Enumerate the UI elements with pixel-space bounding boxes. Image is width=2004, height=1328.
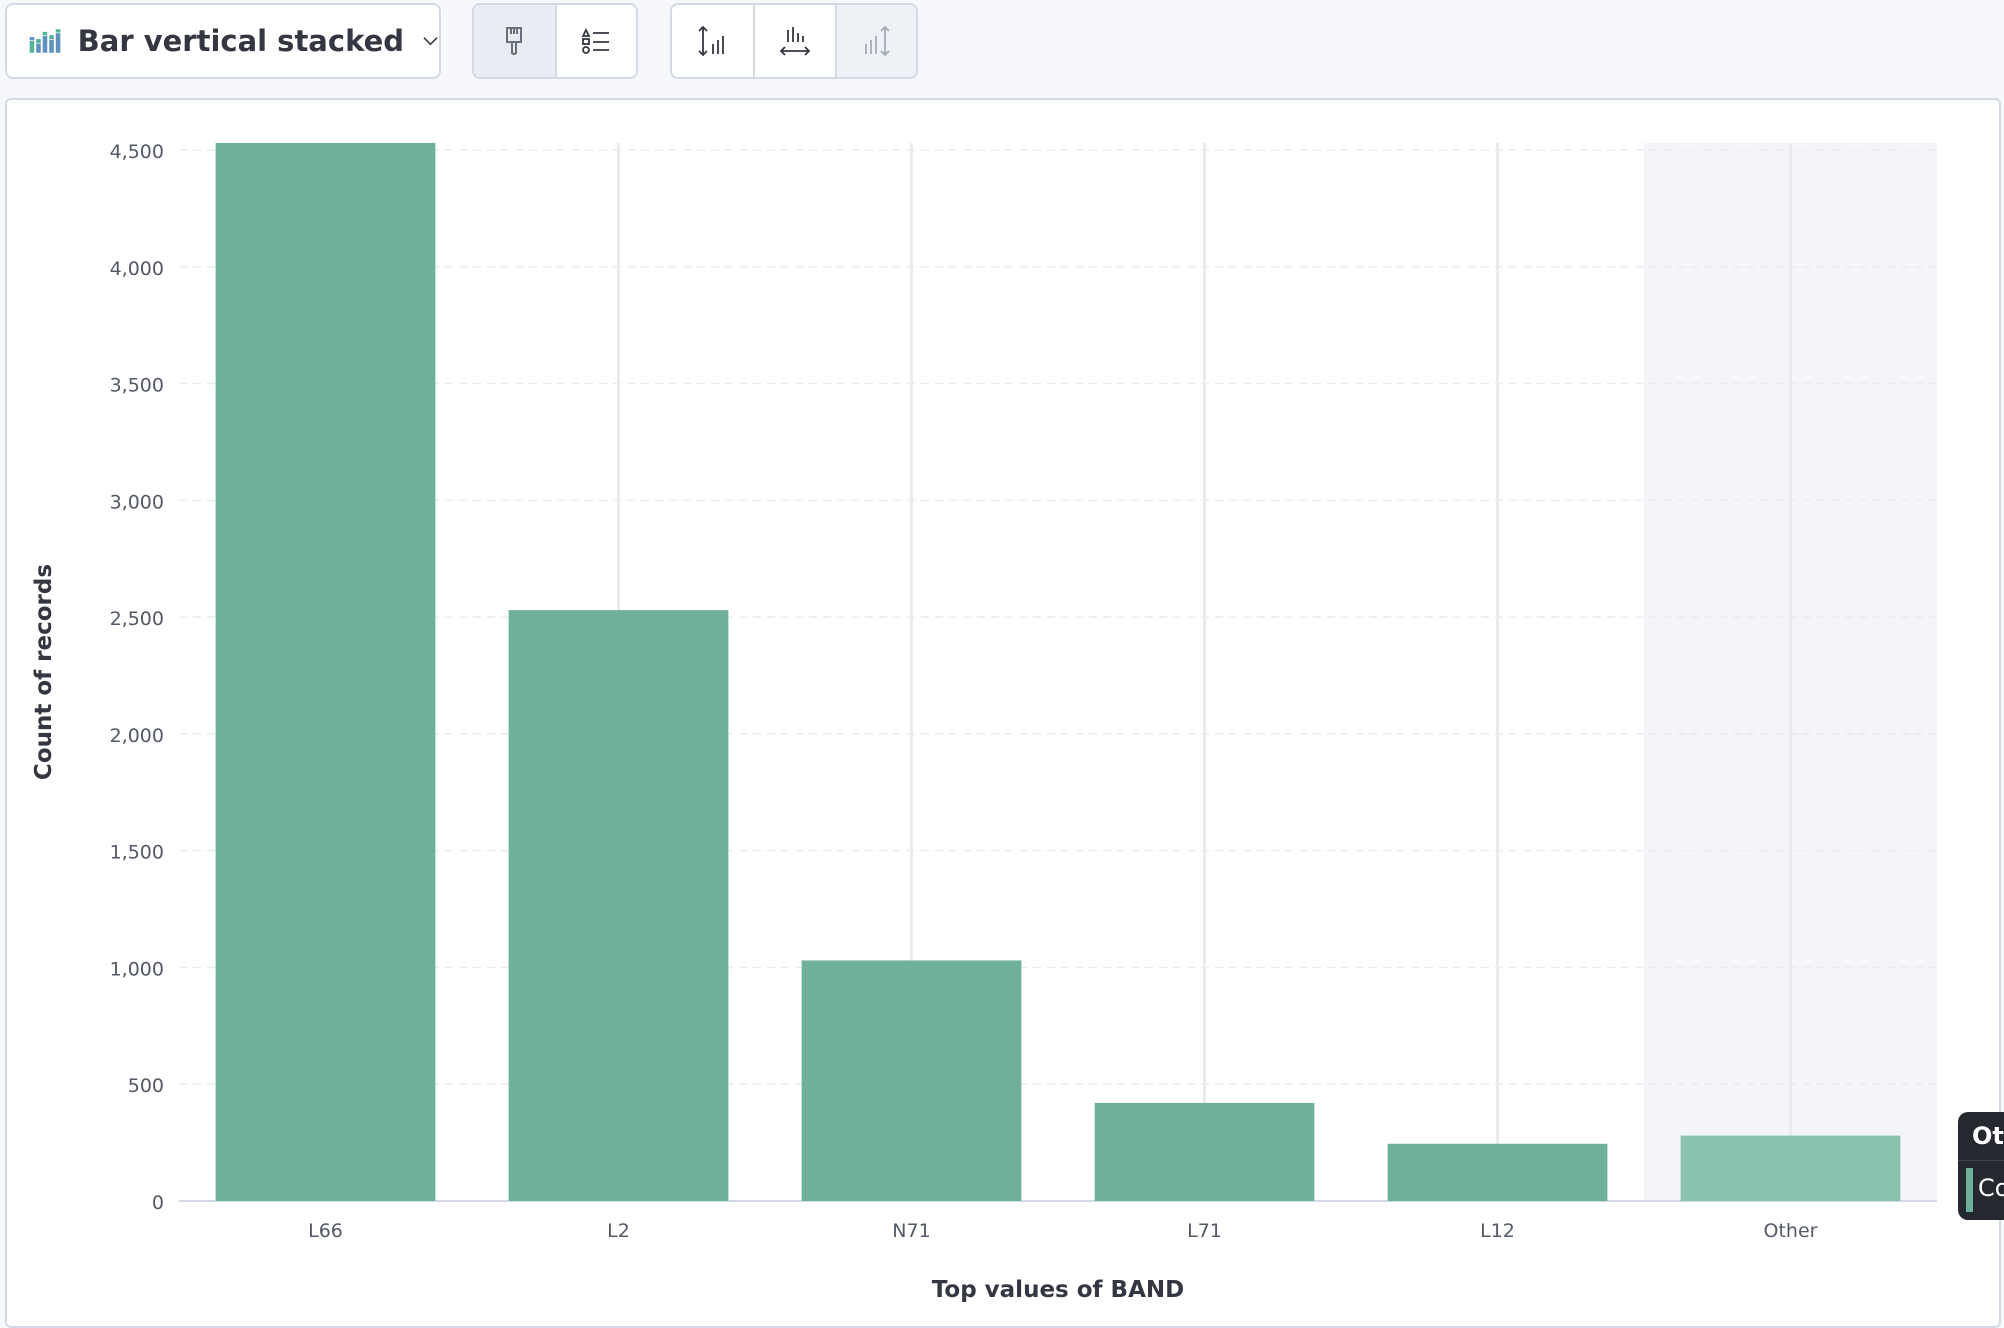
bar-n71[interactable] [801,960,1022,1201]
x-tick-label: L66 [308,1220,343,1242]
left-axis-icon [698,25,724,57]
tooltip-row-label: Co [1978,1174,2004,1202]
tooltip-divider [1958,1160,2004,1161]
style-button[interactable] [474,5,555,77]
right-axis-icon [865,25,890,57]
chart-type-label: Bar vertical stacked [77,24,405,58]
tooltip-title: Oth [1972,1122,2004,1150]
settings-button-group [472,3,638,79]
y-tick-label: 2,500 [110,608,164,630]
y-tick-label: 4,500 [110,141,164,163]
chevron-down-icon [423,37,438,46]
y-tick-label: 3,500 [110,375,164,397]
bottom-axis-button[interactable] [753,5,834,77]
bar-l71[interactable] [1094,1102,1315,1201]
x-axis-label: Top values of BAND [932,1277,1184,1303]
bar-chart: 0 500 1,000 1,500 2,000 2,500 3,000 3,500 4,000 4… [31,141,1937,1303]
y-tick-label: 1,000 [110,958,164,980]
y-tick-label: 4,000 [110,258,164,280]
x-tick-label: L2 [607,1220,630,1242]
bottom-axis-icon [779,27,811,56]
x-tick-label: L12 [1480,1220,1515,1242]
bar-other[interactable] [1680,1135,1901,1201]
bar-l2[interactable] [508,610,729,1201]
left-axis-button[interactable] [672,5,753,77]
bar-l66[interactable] [215,143,436,1201]
axis-button-group [670,3,918,79]
y-axis-label: Count of records [31,564,57,780]
tooltip-color-swatch [1966,1168,1973,1212]
y-tick-label: 3,000 [110,491,164,513]
legend-button[interactable] [554,5,636,77]
y-tick-label: 2,000 [110,725,164,747]
y-tick-label: 1,500 [110,842,164,864]
y-tick-label: 500 [128,1075,164,1097]
list-icon [582,27,610,54]
chart-type-switcher[interactable]: Bar vertical stacked [5,3,441,79]
x-tick-label: Other [1764,1220,1818,1242]
x-tick-label: N71 [892,1220,930,1242]
bar-stacked-icon [29,29,61,53]
hover-tooltip: Oth Co [1958,1112,2004,1220]
chart-panel: 0 500 1,000 1,500 2,000 2,500 3,000 3,500 4,000 4… [5,98,2001,1328]
chart-toolbar: Bar vertical stacked [0,0,2004,96]
paintbrush-icon [506,27,523,55]
right-axis-button[interactable] [834,5,916,77]
bar-l12[interactable] [1387,1143,1608,1201]
x-tick-label: L71 [1187,1220,1222,1242]
y-tick-label: 0 [152,1192,164,1214]
